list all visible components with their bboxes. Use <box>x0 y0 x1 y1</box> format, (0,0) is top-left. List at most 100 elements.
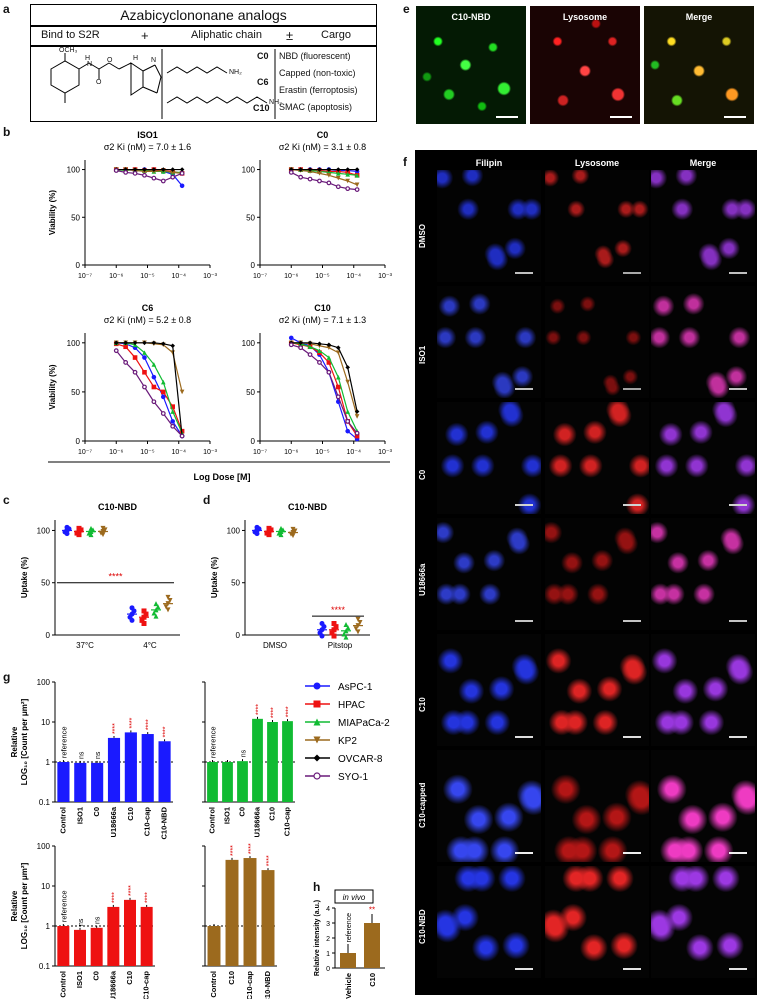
y-tick-label: 50 <box>246 213 255 222</box>
data-point <box>160 379 166 385</box>
bar <box>267 722 278 802</box>
significance-label: **** <box>145 892 152 903</box>
f-image-c0-1 <box>545 402 649 514</box>
significance-label: **** <box>230 845 237 856</box>
data-point <box>132 355 138 360</box>
y-tick-label: 0 <box>76 261 81 270</box>
data-point <box>288 342 294 348</box>
x-tick-label: 10⁻⁶ <box>284 273 298 280</box>
data-point <box>155 604 161 610</box>
legend-label: HPAC <box>338 700 365 711</box>
y-tick-label: 10 <box>41 718 50 727</box>
significance-label: ns <box>95 751 102 759</box>
legend-label: AsPC-1 <box>338 682 373 693</box>
category-label: Control <box>58 971 67 998</box>
y-tick-label: 100 <box>67 339 81 348</box>
category-label: Control <box>209 971 218 998</box>
data-point <box>160 394 166 400</box>
y-axis-label: Uptake (%) <box>20 556 29 598</box>
significance-label: **** <box>163 726 170 737</box>
significance-label: **** <box>108 572 123 582</box>
category-label: C10 <box>368 973 377 987</box>
f-scale-bar <box>729 736 747 738</box>
data-point <box>179 433 185 439</box>
chart-ki-label: σ2 Ki (nM) = 3.1 ± 0.8 <box>279 142 366 152</box>
bar-chart-0: 0.1 1 10 100 Relative LOG₁₀ [Count per μm²] Co… <box>10 678 173 840</box>
data-point <box>345 186 351 192</box>
f-image-iso1-2 <box>651 286 755 398</box>
shared-x-axis-label: Log Dose [M] <box>194 472 251 482</box>
significance-label: **** <box>256 704 263 715</box>
f-scale-bar <box>515 852 533 854</box>
category-label: Control <box>58 807 67 834</box>
y-tick-label: 1 <box>46 922 51 931</box>
legend-label: SYO-1 <box>338 772 368 783</box>
f-image-c0-0 <box>437 402 541 514</box>
label-n: N <box>87 61 93 68</box>
data-point <box>151 340 157 346</box>
data-point <box>142 340 147 346</box>
data-point <box>113 168 119 173</box>
data-point <box>343 622 349 628</box>
data-point <box>142 350 147 355</box>
legend-marker <box>313 754 321 762</box>
data-point <box>151 362 157 367</box>
cargo-item-smac: SMAC (apoptosis) <box>279 102 353 112</box>
data-point <box>298 174 304 180</box>
bar <box>364 923 380 968</box>
bar <box>340 953 356 968</box>
x-tick-label: 10⁻³ <box>203 449 217 456</box>
legend-label: MIAPaCa-2 <box>338 718 390 729</box>
data-point <box>331 621 337 626</box>
data-point <box>139 617 145 623</box>
category-label: ISO1 <box>75 807 84 824</box>
data-point <box>317 360 322 365</box>
y-axis-label-2: LOG₁₀ [Count per μm²] <box>20 862 29 949</box>
data-point <box>129 605 135 611</box>
data-point <box>335 384 341 390</box>
data-point <box>151 374 157 380</box>
f-image-c10-nbd-1 <box>545 866 649 978</box>
category-label: U18666a <box>108 970 117 999</box>
data-point <box>123 344 128 350</box>
data-point <box>298 340 303 346</box>
panel-letter-c: c <box>3 493 10 507</box>
f-image-c10-capped-0 <box>437 750 541 862</box>
f-row-label: C10-NBD <box>418 909 427 944</box>
bar-chart-3: Control C10 **** C10-cap **** C10-NBD **** <box>202 843 277 999</box>
category-label: C10-NBD <box>263 970 272 999</box>
header-aliphatic-chain: Aliphatic chain <box>191 29 262 41</box>
x-tick-label: 10⁻⁵ <box>140 449 154 456</box>
category-label: U18666a <box>109 806 118 837</box>
legend-marker <box>313 772 321 780</box>
data-point <box>354 182 360 188</box>
data-point <box>335 171 341 176</box>
x-tick-label: 10⁻⁶ <box>109 273 123 280</box>
x-tick-label: 10⁻⁵ <box>140 273 154 280</box>
f-scale-bar <box>623 620 641 622</box>
bar <box>158 741 171 802</box>
in-vivo-tag: in vivo <box>343 893 366 902</box>
group-label: 37°C <box>76 641 94 650</box>
bar <box>74 762 87 802</box>
data-point <box>160 389 166 395</box>
data-point <box>143 611 149 617</box>
significance-label: reference <box>59 726 68 758</box>
category-label: ISO1 <box>75 971 84 988</box>
data-point <box>335 184 341 190</box>
f-scale-bar <box>729 620 747 622</box>
header-plusminus: ± <box>286 28 294 43</box>
label-h2: H <box>133 55 139 62</box>
f-scale-bar <box>623 968 641 970</box>
data-point <box>354 187 360 192</box>
significance-label: **** <box>129 717 136 728</box>
series-line-OVCAR-8 <box>291 342 358 412</box>
data-point <box>123 340 128 346</box>
x-tick-label: 10⁻⁷ <box>78 449 92 456</box>
y-tick-label: 2 <box>326 936 330 943</box>
bar-chart-1: Control reference ISO1 C0 ns U18666a **** C10 **… <box>202 681 295 837</box>
label-nh2b: NH₂ <box>269 99 282 106</box>
data-point <box>331 633 337 639</box>
dose-response-chart-0: ISO1 σ2 Ki (nM) = 7.0 ± 1.6 0 50 100 10⁻⁷ 10⁻⁶… <box>48 130 218 280</box>
